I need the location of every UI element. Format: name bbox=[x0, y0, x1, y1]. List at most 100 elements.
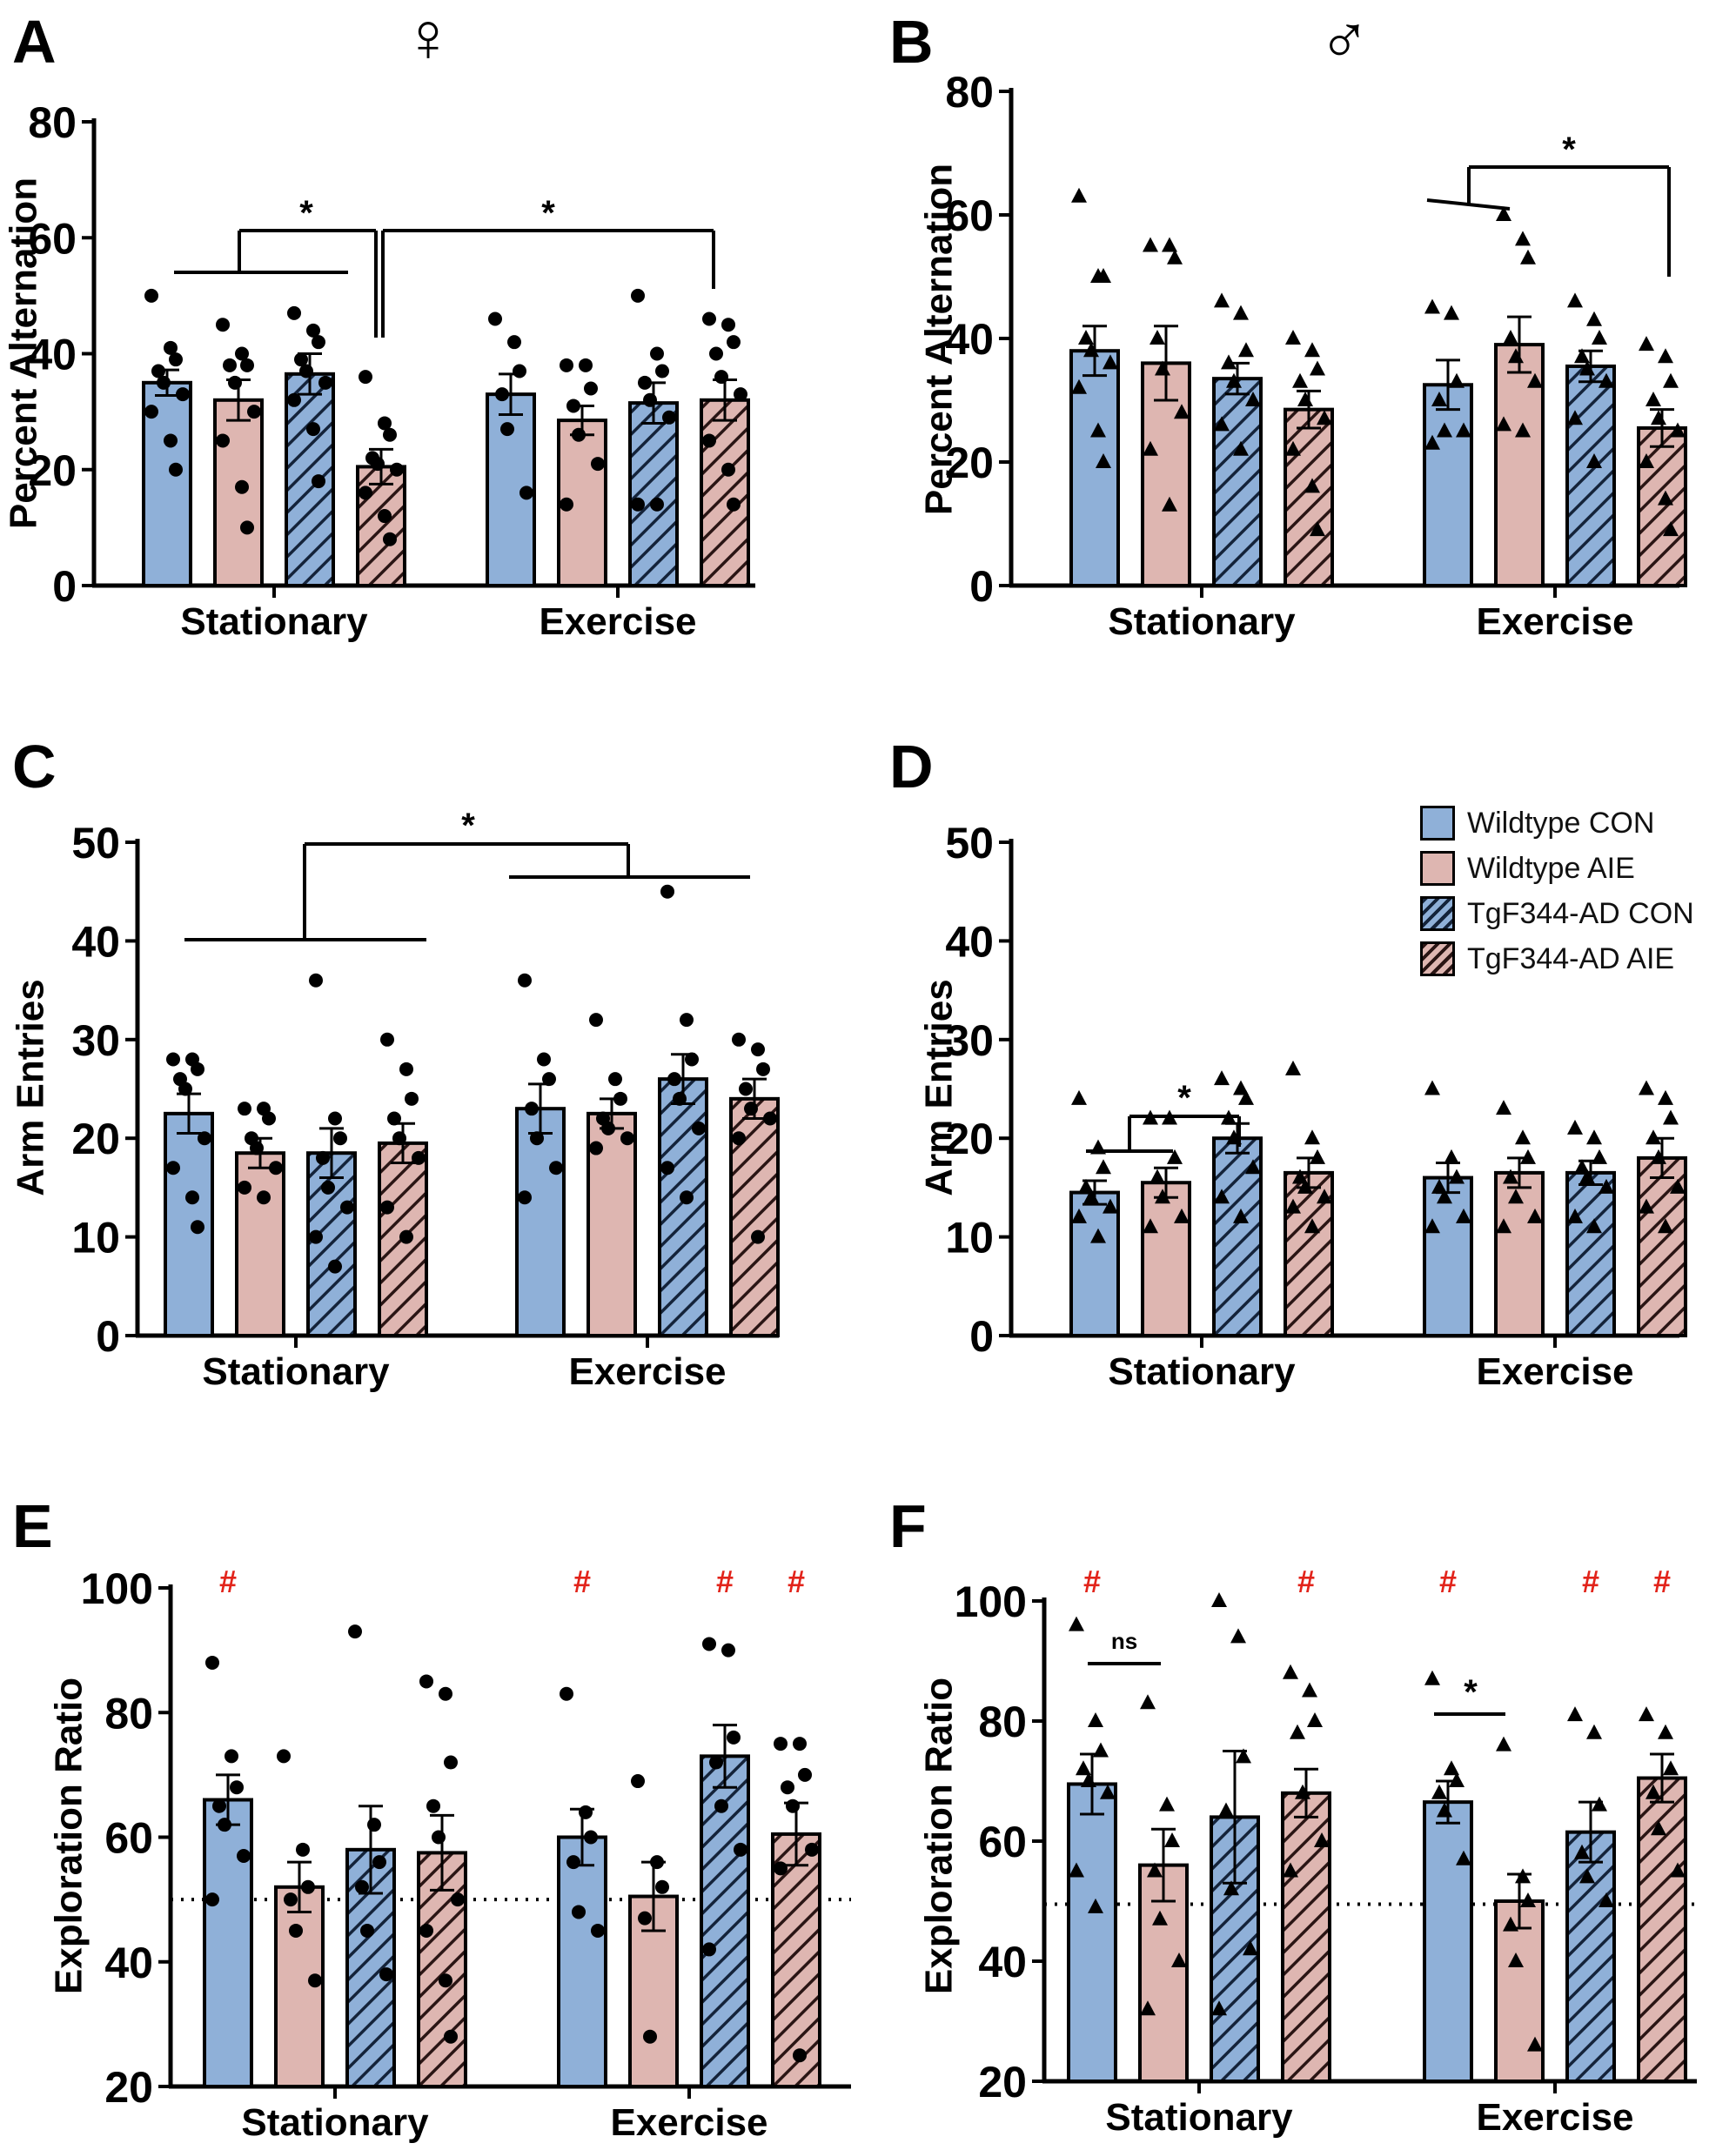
data-point bbox=[1155, 1189, 1170, 1204]
data-point bbox=[191, 1062, 204, 1076]
y-axis-label: Exploration Ratio bbox=[47, 1678, 90, 1994]
data-point bbox=[1096, 453, 1111, 468]
y-axis-label: Arm Entries bbox=[917, 979, 960, 1196]
data-point bbox=[1431, 392, 1447, 406]
data-point bbox=[1527, 1208, 1543, 1223]
x-tick-label: Exercise bbox=[568, 1350, 726, 1393]
data-point bbox=[1639, 1706, 1654, 1722]
bar-tg-aie bbox=[1637, 425, 1687, 588]
data-point bbox=[579, 358, 593, 372]
data-point bbox=[1520, 1149, 1536, 1164]
data-point bbox=[513, 364, 526, 378]
data-point bbox=[1233, 440, 1249, 456]
data-point bbox=[1456, 1208, 1471, 1223]
data-point bbox=[1297, 392, 1313, 406]
bar-wildtype-con bbox=[203, 1798, 253, 2088]
significance-label: * bbox=[1177, 1079, 1191, 1117]
data-point bbox=[284, 1892, 298, 1907]
data-point bbox=[269, 1161, 283, 1175]
data-point bbox=[1285, 330, 1301, 345]
y-tick-label: 60 bbox=[28, 214, 77, 263]
data-point bbox=[1310, 521, 1325, 537]
panel-a-chart: 0 20 40 60 80 Percent Alternation Stationary Ex… bbox=[2, 98, 755, 643]
significance-hash: # bbox=[1653, 1564, 1671, 1599]
data-point bbox=[525, 1102, 539, 1116]
data-point bbox=[542, 1072, 556, 1087]
significance-label: * bbox=[299, 194, 313, 232]
bar-wildtype-aie bbox=[1138, 1863, 1189, 2084]
data-point bbox=[702, 1637, 716, 1651]
data-point bbox=[1317, 410, 1332, 425]
data-point bbox=[296, 1842, 310, 1857]
data-point bbox=[328, 1259, 342, 1274]
data-point bbox=[151, 364, 165, 378]
data-point bbox=[638, 375, 652, 390]
data-point bbox=[1424, 298, 1440, 314]
data-point bbox=[1283, 1664, 1298, 1679]
data-point bbox=[1574, 1159, 1590, 1175]
panel-letter-a: A bbox=[12, 8, 57, 76]
data-point bbox=[1245, 1159, 1261, 1175]
data-point bbox=[1651, 1820, 1666, 1836]
data-point bbox=[1586, 311, 1602, 326]
data-point bbox=[620, 1131, 634, 1146]
data-point bbox=[1658, 490, 1673, 506]
data-point bbox=[1449, 1772, 1465, 1787]
data-point bbox=[426, 1798, 440, 1813]
data-point bbox=[216, 433, 230, 448]
significance-label: * bbox=[461, 807, 475, 845]
data-point bbox=[439, 1686, 452, 1701]
data-point bbox=[1651, 410, 1666, 425]
x-tick-label: Stationary bbox=[180, 600, 368, 643]
data-point bbox=[1159, 1796, 1175, 1812]
y-tick-label: 40 bbox=[104, 1939, 153, 1987]
legend: Wildtype CON Wildtype AIE TgF344-AD CON … bbox=[1420, 800, 1733, 981]
data-point bbox=[235, 346, 249, 361]
data-point bbox=[1285, 440, 1301, 456]
data-point bbox=[1226, 372, 1242, 388]
x-tick-label: Stationary bbox=[1108, 600, 1296, 643]
data-point bbox=[793, 2048, 807, 2063]
data-point bbox=[1081, 1772, 1096, 1787]
data-point bbox=[379, 1967, 393, 1982]
data-point bbox=[1143, 1218, 1158, 1234]
data-point bbox=[709, 346, 723, 361]
data-point bbox=[763, 1111, 777, 1126]
legend-label: Wildtype AIE bbox=[1467, 851, 1635, 885]
panel-e-chart: 20 40 60 80 100 Exploration Ratio Stationary Ex… bbox=[47, 1564, 851, 2144]
data-point bbox=[1100, 1784, 1116, 1799]
data-point bbox=[1444, 1149, 1459, 1164]
y-tick-label: 10 bbox=[945, 1214, 994, 1263]
y-tick-label: 100 bbox=[955, 1577, 1027, 1626]
data-point bbox=[732, 1032, 746, 1047]
data-point bbox=[1663, 1109, 1679, 1125]
data-point bbox=[399, 1229, 413, 1244]
data-point bbox=[643, 2029, 657, 2044]
data-point bbox=[1230, 1628, 1246, 1644]
data-point bbox=[355, 1879, 369, 1894]
data-point bbox=[1233, 305, 1249, 320]
data-point bbox=[1103, 354, 1118, 370]
data-point bbox=[1090, 1228, 1106, 1243]
data-point bbox=[1314, 1832, 1330, 1847]
data-point bbox=[257, 1190, 271, 1205]
data-point bbox=[439, 1973, 452, 1988]
data-point bbox=[1304, 1218, 1320, 1234]
data-point bbox=[387, 1111, 401, 1126]
legend-swatch bbox=[1420, 896, 1455, 931]
bar-tg-aie bbox=[1637, 1776, 1687, 2084]
x-tick-label: Stationary bbox=[1108, 1350, 1296, 1393]
data-point bbox=[1310, 360, 1325, 376]
data-point bbox=[247, 405, 261, 419]
data-point bbox=[1586, 453, 1602, 468]
y-tick-label: 0 bbox=[969, 1312, 994, 1361]
data-point bbox=[1285, 1060, 1301, 1075]
data-point bbox=[1155, 360, 1170, 376]
data-point bbox=[1424, 1080, 1440, 1095]
data-point bbox=[419, 1674, 433, 1689]
data-point bbox=[734, 1842, 747, 1857]
legend-swatch bbox=[1420, 806, 1455, 841]
data-point bbox=[1567, 1208, 1583, 1223]
x-tick-label: Stationary bbox=[202, 1350, 390, 1393]
data-point bbox=[205, 1655, 219, 1670]
